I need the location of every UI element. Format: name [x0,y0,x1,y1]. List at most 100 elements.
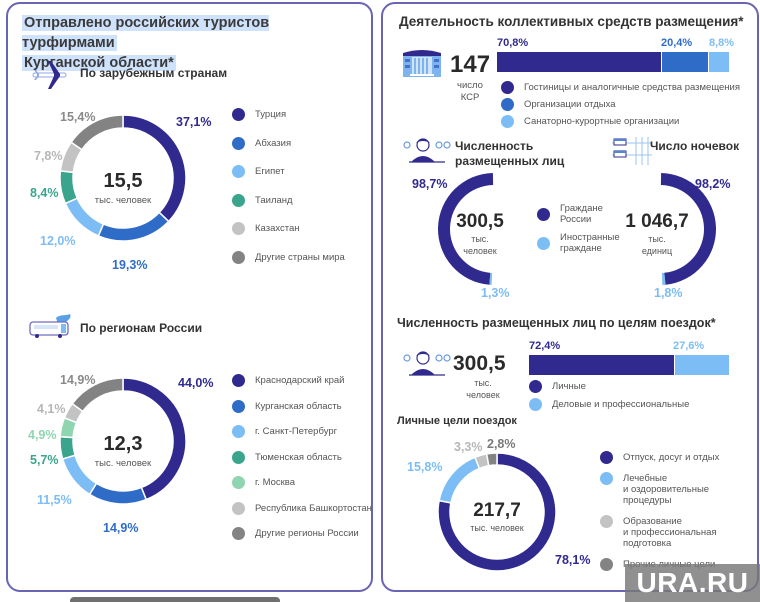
foreign-center: 15,5 тыс. человек [88,170,158,206]
left-title-line1: Отправлено российских туристов турфирмам… [22,15,270,51]
legend-label: Иностранные граждане [560,232,620,254]
legend-dot [529,380,542,393]
people-value: 300,5 [456,211,504,232]
legend-dot [600,558,613,571]
legend-dot [232,501,245,515]
legend-item: Краснодарский край [232,374,344,387]
watermark: URA.RU [625,564,760,602]
people-arc-chart [437,173,494,285]
bus-icon [29,314,71,338]
legend-dot [537,207,550,221]
legend-dot [232,450,245,464]
ksr-count-label-line2: КСР [460,92,480,103]
people-unit-line2: человек [463,246,497,256]
foreign-total-unit: тыс. человек [94,195,152,206]
left-title-line2: Курганской области* [22,55,176,71]
data-label: 27,6% [673,340,705,352]
airplane-icon [32,61,67,89]
legend-dot [232,399,245,413]
personal-total-value: 217,7 [473,500,521,521]
legend-dot [232,222,245,235]
data-label: 44,0% [178,376,214,390]
arc-segment-2 [489,272,493,285]
bar-segment-2 [661,52,710,72]
legend-item: Тюменская область [232,450,342,464]
legend-dot [232,136,245,150]
legend-item: Абхазия [232,136,291,150]
legend-label: Таиланд [255,194,293,206]
people-heading: Численность размещенных лиц [455,139,564,169]
legend-item: Турция [232,108,286,121]
people-heading-line1: Численность [455,139,534,153]
legend-dot [501,81,514,94]
legend-dot [232,425,245,438]
legend-dot [232,108,245,121]
data-label: 98,2% [695,177,731,191]
person-icon [403,138,451,163]
regions-heading: По регионам России [80,321,203,335]
slice-7 [71,377,124,413]
legend-label: Граждане России [560,203,603,225]
data-label: 14,9% [103,521,139,535]
legend-label: Республика Башкортостан [255,502,372,514]
data-label: 15,4% [60,110,96,124]
data-label: 70,8% [497,37,529,49]
legend-label: Турция [255,109,287,120]
legend-label: Деловые и профессиональные [552,399,690,410]
data-label: 8,4% [30,186,59,200]
legend-item: Казахстан [232,222,300,235]
slice-1 [437,452,557,572]
data-label: 14,9% [60,373,96,387]
data-label: 2,8% [487,437,516,451]
data-label: 15,8% [407,460,443,474]
legend-dot [232,165,245,178]
legend-label: Личные [552,381,586,392]
legend-dot [232,250,245,264]
bar-segment-2 [674,355,730,375]
data-label: 20,4% [661,37,693,49]
legend-label: Другие страны мира [255,251,345,263]
data-label: 1,8% [654,286,683,300]
legend-label: Краснодарский край [255,375,345,386]
stacked-bar [529,355,730,375]
purpose-unit-line1: тыс. [474,378,492,388]
arc-segment-1 [660,173,717,285]
legend-item: Таиланд [232,193,293,207]
personal-title: Личные цели поездок [397,415,517,427]
legend-item: Другие регионы России [232,527,359,540]
legend-label: Курганская область [255,400,342,412]
legend-label: Образование и профессиональная подготовка [623,516,717,549]
slice-2 [438,456,481,504]
slice-2 [97,211,170,242]
purpose-value: 300,5 [453,352,506,375]
legend-label: Казахстан [255,223,300,234]
bar-segment-3 [709,52,730,72]
legend-item: Деловые и профессиональные [529,398,689,411]
ksr-count: 147 [450,51,491,78]
legend-dot [529,398,542,411]
legend-label: г. Санкт-Петербург [255,426,338,437]
personal-donut-chart [437,452,557,572]
nights-center: 1 046,7 тыс. единиц [624,211,690,257]
nights-heading: Число ночевок [650,139,740,153]
foreign-heading: По зарубежным странам [80,66,228,80]
legend-dot [537,236,550,250]
bar-segment-1 [497,52,662,72]
personal-center: 217,7 тыс. человек [465,500,529,533]
purpose-title: Численность размещенных лиц по целям пое… [397,316,716,330]
people-heading-line2: размещенных лиц [455,154,565,168]
data-label: 78,1% [555,553,591,567]
legend-label: Лечебные и оздоровительные процедуры [623,473,710,506]
ksr-title: Деятельность коллективных средств размещ… [399,14,744,29]
data-label: 12,0% [40,234,76,248]
people-center: 300,5 тыс. человек [455,211,505,257]
nights-value: 1 046,7 [625,211,689,232]
arc-segment-1 [437,173,494,285]
personal-total-unit: тыс. человек [470,523,524,533]
data-label: 3,3% [454,440,483,454]
legend-label: Другие регионы России [255,528,359,539]
arc-segment-2 [661,272,666,285]
data-label: 19,3% [112,258,148,272]
regions-donut-chart [59,377,187,505]
legend-item: Отпуск, досуг и отдых [600,451,719,464]
